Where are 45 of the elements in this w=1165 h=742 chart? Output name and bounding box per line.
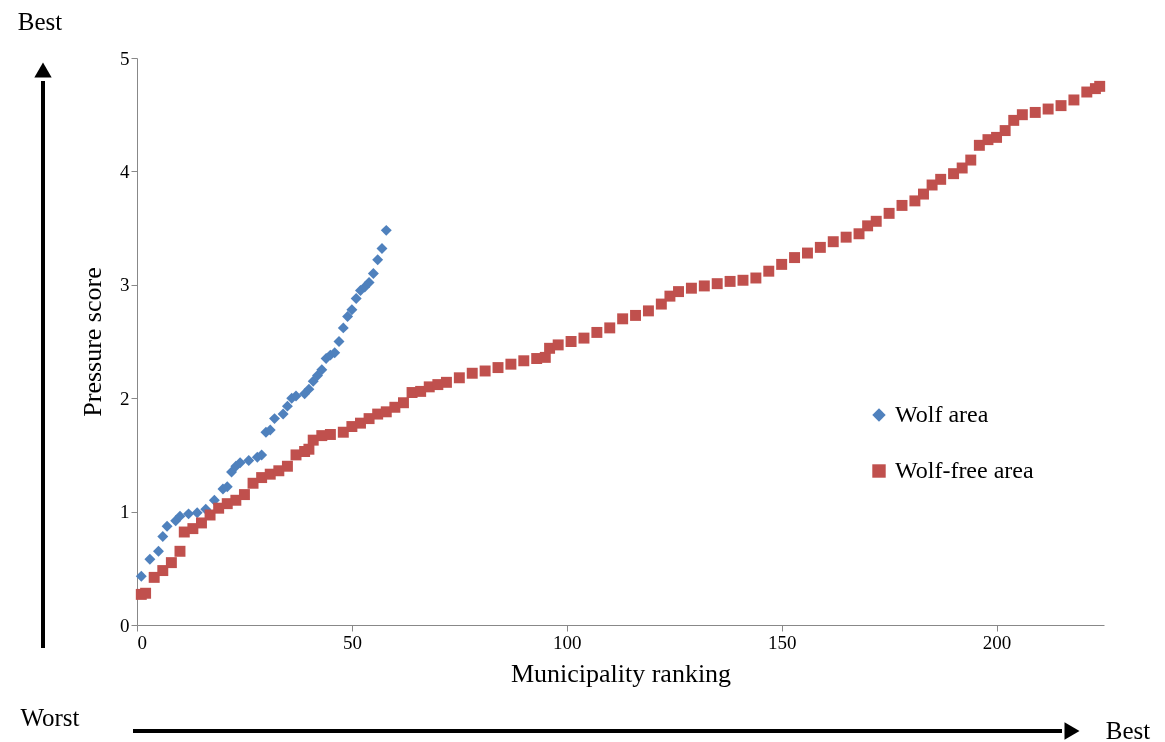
point — [191, 507, 203, 519]
point — [307, 375, 319, 387]
point — [269, 413, 281, 425]
x-tick-label: 50 — [342, 631, 362, 653]
legend-label: Wolf-free area — [895, 457, 1034, 483]
point — [337, 322, 349, 334]
point — [144, 553, 156, 565]
x-tick-label: 200 — [982, 631, 1012, 653]
point — [316, 364, 328, 376]
point — [277, 408, 289, 420]
point — [234, 457, 246, 469]
point — [243, 455, 255, 467]
y-axis-title: Pressure score — [78, 267, 107, 417]
x-tick-label: 100 — [553, 631, 582, 653]
point — [157, 531, 169, 543]
x-tick-label: 0 — [137, 631, 147, 653]
point — [350, 292, 362, 304]
point — [363, 277, 375, 289]
point — [174, 510, 186, 522]
y-tick-label: 0 — [120, 614, 130, 636]
point — [376, 243, 388, 254]
text: Best — [17, 8, 63, 35]
point — [183, 508, 195, 520]
point — [135, 570, 147, 582]
point — [161, 520, 173, 532]
legend-label: Wolf area — [895, 401, 989, 427]
point — [367, 267, 379, 279]
y-tick-label: 3 — [120, 274, 130, 296]
y-tick-label: 4 — [120, 160, 130, 182]
point — [153, 545, 164, 557]
y-tick-label: 5 — [120, 47, 130, 69]
y-tick-label: 2 — [120, 387, 130, 409]
point — [342, 311, 354, 323]
text: Worst — [20, 704, 80, 731]
x-tick-label: 150 — [767, 631, 797, 653]
point — [303, 383, 315, 395]
y-tick-label: 1 — [120, 501, 130, 523]
point — [226, 466, 238, 478]
point — [380, 224, 392, 236]
point — [346, 304, 358, 316]
x-axis-title: Municipality ranking — [510, 658, 732, 688]
point — [372, 254, 384, 266]
point — [281, 400, 293, 412]
text: Best — [1105, 717, 1151, 742]
point — [312, 370, 323, 381]
